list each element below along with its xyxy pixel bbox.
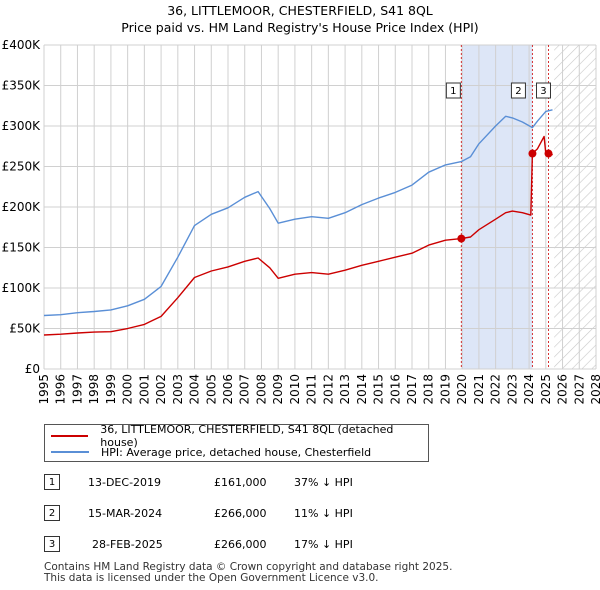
x-tick-label: 2006: [221, 374, 235, 405]
chart-subtitle: Price paid vs. HM Land Registry's House …: [121, 20, 479, 35]
x-tick-label: 2018: [422, 374, 436, 405]
sale-point: [544, 149, 553, 158]
legend-label-hpi: HPI: Average price, detached house, Ches…: [101, 445, 372, 459]
x-tick-label: 2003: [171, 374, 185, 405]
price-chart: 1 2 3 £0 £50K £100K £150K £200K £250K £300K £350K £…: [2, 38, 600, 405]
x-tick-label: 2013: [338, 374, 352, 405]
sale-point: [457, 234, 466, 243]
x-tick-label: 1997: [70, 374, 84, 405]
sale-number-badge: 2: [44, 505, 60, 521]
y-tick-label: £100K: [2, 281, 42, 295]
sale-row: 2 15-MAR-2024 £266,000 11% ↓ HPI: [44, 505, 464, 523]
x-tick-label: 2028: [589, 374, 600, 405]
legend: 36, LITTLEMOOR, CHESTERFIELD, S41 8QL (d…: [44, 423, 429, 462]
footer-license: This data is licensed under the Open Gov…: [44, 572, 379, 584]
chart-title: 36, LITTLEMOOR, CHESTERFIELD, S41 8QL: [167, 3, 433, 18]
x-tick-label: 2010: [288, 374, 302, 405]
x-tick-label: 1996: [54, 374, 68, 405]
y-tick-label: £50K: [9, 322, 41, 336]
x-tick-label: 2025: [539, 374, 553, 405]
x-tick-label: 2011: [305, 374, 319, 405]
sale-price: £266,000: [214, 538, 267, 551]
hpi-line: [43, 109, 553, 317]
x-tick-label: 2017: [405, 374, 419, 405]
sale-date: 28-FEB-2025: [92, 538, 163, 551]
x-tick-label: 1995: [37, 374, 51, 405]
sale-hpi-diff: 37% ↓ HPI: [294, 476, 353, 489]
footer-copyright: Contains HM Land Registry data © Crown c…: [44, 561, 453, 573]
sale-price: £266,000: [214, 507, 267, 520]
y-tick-label: £200K: [2, 200, 42, 214]
legend-swatch-property: [51, 435, 89, 437]
x-tick-label: 2014: [355, 374, 369, 405]
x-tick-label: 2016: [388, 374, 402, 405]
legend-label-property: 36, LITTLEMOOR, CHESTERFIELD, S41 8QL (d…: [100, 423, 394, 449]
x-tick-label: 2020: [455, 374, 469, 405]
y-tick-label: £250K: [2, 160, 42, 174]
x-tick-label: 2005: [204, 374, 218, 405]
sale-price: £161,000: [214, 476, 267, 489]
sale-date: 15-MAR-2024: [88, 507, 163, 520]
sale-label-text: 1: [450, 86, 456, 97]
y-tick-label: £150K: [2, 241, 42, 255]
sale-label-text: 2: [515, 86, 521, 97]
x-tick-label: 2019: [438, 374, 452, 405]
sale-label-box: [535, 82, 551, 99]
y-tick-label: £350K: [2, 79, 42, 93]
x-tick-label: 1999: [104, 374, 118, 405]
sale-row: 3 28-FEB-2025 £266,000 17% ↓ HPI: [44, 536, 464, 554]
x-tick-label: 2007: [238, 374, 252, 405]
x-tick-label: 1998: [87, 374, 101, 405]
x-tick-label: 2002: [154, 374, 168, 405]
x-tick-label: 2012: [321, 374, 335, 405]
y-tick-label: £0: [25, 362, 40, 376]
x-tick-label: 2026: [556, 374, 570, 405]
sale-hpi-diff: 17% ↓ HPI: [294, 538, 353, 551]
sale-row: 1 13-DEC-2019 £161,000 37% ↓ HPI: [44, 474, 464, 492]
y-tick-label: £300K: [2, 119, 42, 133]
legend-item-property: 36, LITTLEMOOR, CHESTERFIELD, S41 8QL (d…: [51, 423, 428, 449]
x-tick-label: 2001: [137, 374, 151, 405]
sale-number-badge: 3: [44, 536, 60, 552]
x-tick-label: 2000: [121, 374, 135, 405]
x-tick-label: 2008: [254, 374, 268, 405]
x-tick-label: 2004: [188, 374, 202, 405]
x-tick-label: 2023: [505, 374, 519, 405]
x-tick-label: 2009: [271, 374, 285, 405]
sale-label-text: 3: [540, 86, 546, 97]
x-tick-label: 2015: [372, 374, 386, 405]
legend-swatch-hpi: [51, 451, 89, 453]
legend-item-hpi: HPI: Average price, detached house, Ches…: [51, 444, 371, 460]
x-tick-label: 2022: [489, 374, 503, 405]
x-tick-label: 2024: [522, 374, 536, 405]
sale-date: 13-DEC-2019: [88, 476, 162, 489]
y-tick-label: £400K: [2, 38, 42, 52]
sale-number-badge: 1: [44, 474, 60, 490]
sale-point: [528, 149, 537, 158]
sale-hpi-diff: 11% ↓ HPI: [294, 507, 353, 520]
x-tick-label: 2027: [572, 374, 586, 405]
sale-label-box: [510, 82, 526, 99]
x-tick-label: 2021: [472, 374, 486, 405]
property-price-line: [43, 135, 554, 336]
sale-label-box: [445, 82, 461, 99]
